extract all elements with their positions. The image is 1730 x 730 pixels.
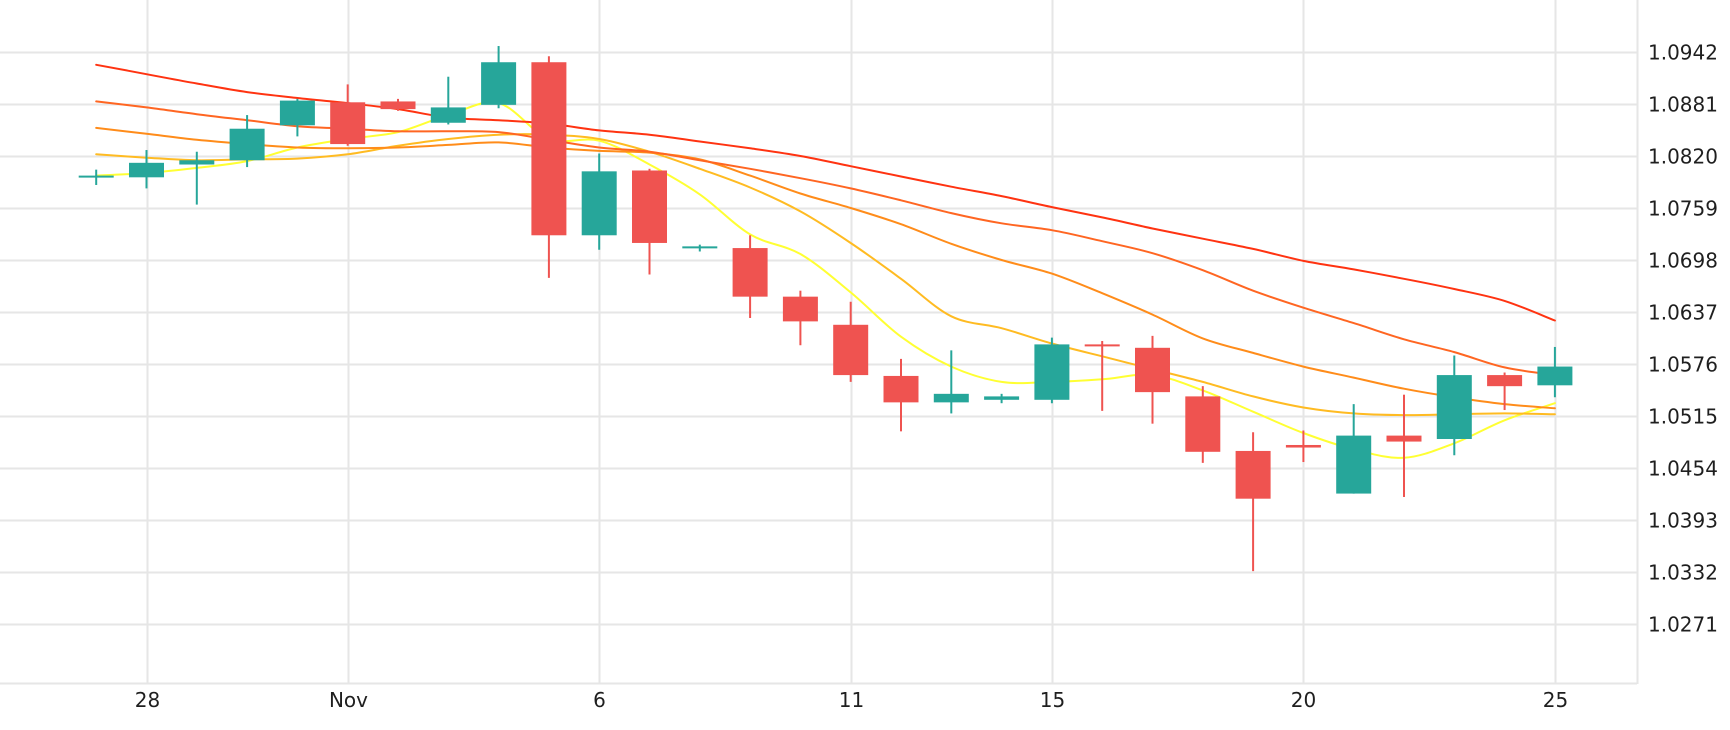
candle-body	[984, 396, 1020, 400]
candle-down	[1135, 335, 1170, 424]
candle-body	[1034, 344, 1070, 400]
candle-body	[129, 162, 164, 178]
candle-body	[1487, 375, 1523, 387]
candle-up	[1034, 337, 1070, 404]
candle-down	[1487, 372, 1523, 411]
candle-up	[933, 350, 969, 414]
candle-body	[481, 62, 517, 105]
candle-body	[78, 175, 114, 178]
candle-body	[1537, 366, 1573, 386]
x-tick-label: 11	[839, 688, 864, 712]
candle-up	[179, 151, 215, 205]
candle-down	[732, 235, 768, 318]
candle-down	[883, 358, 919, 432]
y-tick-label: 1.0454	[1648, 457, 1718, 481]
candles	[78, 46, 1573, 572]
candle-down	[1285, 430, 1321, 463]
candle-body	[682, 246, 718, 249]
candle-up	[229, 115, 265, 168]
candle-up	[1436, 355, 1472, 456]
candle-down	[833, 301, 869, 382]
candle-body	[1185, 396, 1221, 452]
candle-body	[279, 100, 315, 126]
candle-down	[632, 168, 667, 275]
candle-body	[833, 324, 869, 376]
y-tick-label: 1.0820	[1648, 145, 1718, 169]
y-tick-label: 1.0881	[1648, 93, 1718, 117]
moving-average-line-4	[95, 100, 1556, 377]
candle-down	[1386, 394, 1422, 497]
candle-down	[1235, 432, 1271, 572]
candle-down	[330, 84, 366, 146]
moving-average-line-2	[95, 133, 1556, 417]
candle-up	[481, 46, 517, 109]
candle-down	[531, 56, 567, 278]
x-axis: 28Nov61115202529	[135, 688, 1568, 712]
candle-up	[129, 150, 164, 189]
candle-body	[179, 160, 215, 165]
candle-body	[1386, 435, 1422, 442]
candle-body	[1436, 375, 1472, 440]
y-tick-label: 1.0271	[1648, 613, 1718, 637]
candle-up	[1537, 346, 1573, 398]
y-tick-label: 1.0332	[1648, 561, 1718, 585]
candle-body	[229, 128, 265, 161]
grid	[0, 0, 1639, 685]
candle-up	[279, 98, 315, 137]
candle-body	[883, 375, 919, 403]
y-tick-label: 1.0393	[1648, 509, 1718, 533]
y-tick-label: 1.0698	[1648, 249, 1718, 273]
y-tick-label: 1.0759	[1648, 197, 1718, 221]
candle-body	[732, 248, 768, 297]
candle-body	[1084, 344, 1120, 347]
candle-up	[78, 169, 114, 185]
candle-down	[782, 290, 818, 346]
y-axis: 1.0942 1.0881 1.0820 1.0759 1.0698 1.0637 1.05…	[1648, 41, 1718, 637]
x-tick-label: 6	[593, 688, 606, 712]
candle-body	[1235, 450, 1271, 499]
candle-body	[430, 107, 466, 123]
candle-up	[581, 153, 617, 250]
candle-body	[1336, 435, 1372, 494]
y-tick-label: 1.0515	[1648, 405, 1718, 429]
candle-up	[430, 76, 466, 125]
candle-body	[933, 393, 969, 403]
candle-body	[380, 101, 416, 110]
candle-body	[581, 171, 617, 236]
y-tick-label: 1.0637	[1648, 301, 1718, 325]
candle-down	[380, 98, 416, 111]
x-tick-label: Nov	[329, 688, 368, 712]
candle-down	[1185, 386, 1221, 463]
moving-average-line-5	[95, 63, 1556, 322]
candle-body	[330, 102, 366, 145]
moving-average-line-3	[95, 126, 1556, 410]
candle-up	[984, 393, 1020, 404]
candle-up	[682, 244, 718, 252]
candle-body	[782, 296, 818, 322]
y-tick-label: 1.0576	[1648, 353, 1718, 377]
x-tick-label: 20	[1291, 688, 1316, 712]
x-tick-label: 25	[1543, 688, 1568, 712]
candle-up	[1336, 404, 1372, 494]
x-tick-label: 28	[135, 688, 160, 712]
y-tick-label: 1.0942	[1648, 41, 1718, 65]
candle-body	[1135, 347, 1170, 393]
x-tick-label: 15	[1040, 688, 1065, 712]
candle-down	[1084, 340, 1120, 411]
candle-body	[531, 62, 567, 236]
candle-body	[1285, 444, 1321, 448]
candle-body	[632, 170, 667, 243]
